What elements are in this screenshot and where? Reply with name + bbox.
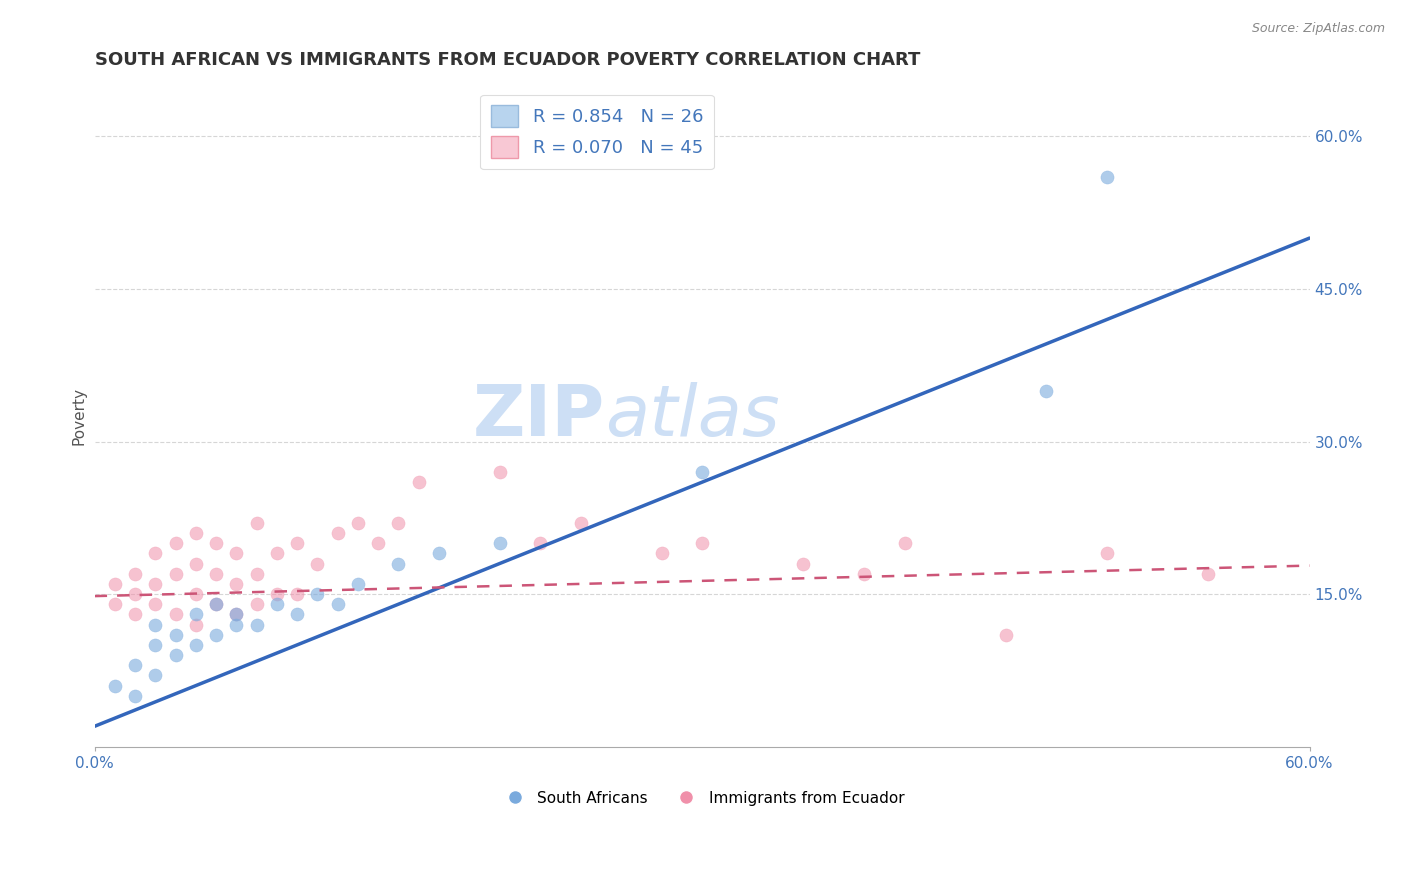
Point	[266, 587, 288, 601]
Point	[266, 546, 288, 560]
Point	[285, 607, 308, 622]
Point	[245, 516, 267, 530]
Point	[225, 607, 247, 622]
Point	[529, 536, 551, 550]
Point	[1035, 384, 1057, 398]
Point	[124, 607, 146, 622]
Point	[367, 536, 389, 550]
Point	[184, 587, 207, 601]
Point	[165, 566, 187, 581]
Point	[124, 658, 146, 673]
Point	[143, 668, 166, 682]
Text: Source: ZipAtlas.com: Source: ZipAtlas.com	[1251, 22, 1385, 36]
Point	[165, 628, 187, 642]
Point	[307, 587, 329, 601]
Point	[853, 566, 876, 581]
Text: SOUTH AFRICAN VS IMMIGRANTS FROM ECUADOR POVERTY CORRELATION CHART: SOUTH AFRICAN VS IMMIGRANTS FROM ECUADOR…	[94, 51, 920, 69]
Point	[285, 587, 308, 601]
Point	[1095, 169, 1118, 184]
Point	[488, 536, 510, 550]
Point	[408, 475, 430, 490]
Point	[205, 597, 228, 611]
Point	[326, 597, 349, 611]
Point	[104, 577, 127, 591]
Point	[266, 597, 288, 611]
Point	[225, 607, 247, 622]
Point	[205, 628, 228, 642]
Point	[387, 557, 409, 571]
Point	[184, 526, 207, 541]
Point	[307, 557, 329, 571]
Point	[651, 546, 673, 560]
Point	[205, 597, 228, 611]
Point	[143, 546, 166, 560]
Point	[124, 689, 146, 703]
Point	[326, 526, 349, 541]
Point	[225, 617, 247, 632]
Point	[184, 607, 207, 622]
Point	[792, 557, 814, 571]
Point	[387, 516, 409, 530]
Point	[165, 607, 187, 622]
Point	[225, 546, 247, 560]
Point	[184, 617, 207, 632]
Text: atlas: atlas	[605, 382, 779, 450]
Point	[690, 465, 713, 479]
Point	[225, 577, 247, 591]
Legend: South Africans, Immigrants from Ecuador: South Africans, Immigrants from Ecuador	[494, 784, 911, 812]
Point	[245, 617, 267, 632]
Point	[346, 577, 368, 591]
Point	[143, 597, 166, 611]
Point	[184, 557, 207, 571]
Point	[124, 566, 146, 581]
Point	[205, 566, 228, 581]
Point	[427, 546, 450, 560]
Y-axis label: Poverty: Poverty	[72, 387, 86, 445]
Point	[104, 597, 127, 611]
Point	[488, 465, 510, 479]
Point	[569, 516, 592, 530]
Point	[690, 536, 713, 550]
Point	[184, 638, 207, 652]
Point	[205, 536, 228, 550]
Point	[165, 536, 187, 550]
Point	[245, 566, 267, 581]
Point	[143, 577, 166, 591]
Text: ZIP: ZIP	[472, 382, 605, 450]
Point	[346, 516, 368, 530]
Point	[124, 587, 146, 601]
Point	[165, 648, 187, 662]
Point	[245, 597, 267, 611]
Point	[893, 536, 915, 550]
Point	[143, 617, 166, 632]
Point	[104, 679, 127, 693]
Point	[994, 628, 1017, 642]
Point	[1095, 546, 1118, 560]
Point	[143, 638, 166, 652]
Point	[285, 536, 308, 550]
Point	[1197, 566, 1219, 581]
